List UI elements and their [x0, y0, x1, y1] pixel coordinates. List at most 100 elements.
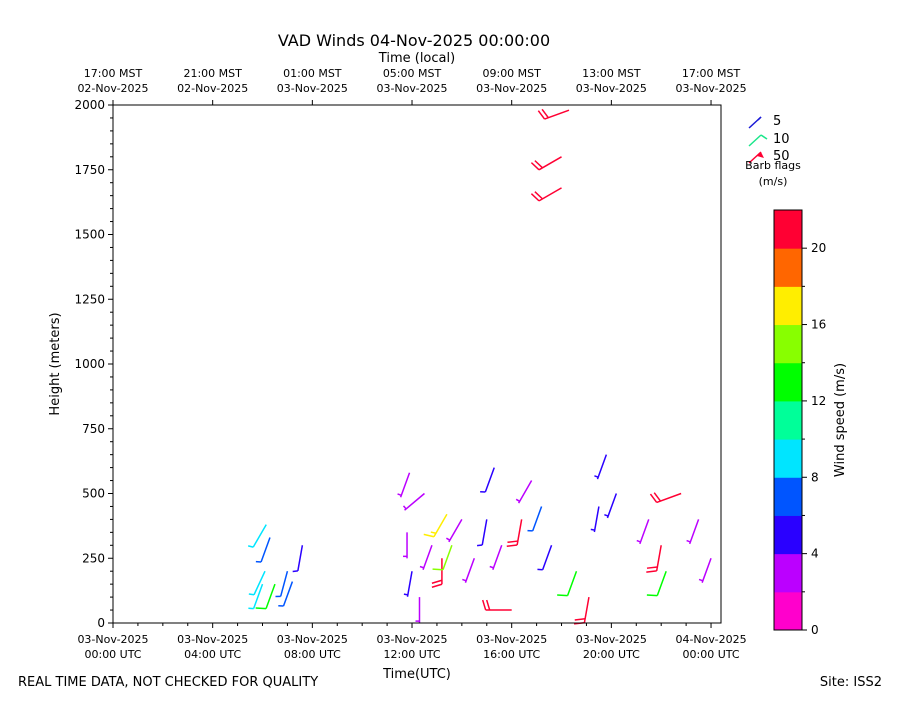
barb-staff [261, 538, 270, 562]
x-tick-label-date: 04-Nov-2025 [675, 633, 746, 646]
y-tick-label: 500 [82, 487, 105, 501]
footer-site: Site: ISS2 [820, 675, 882, 690]
wind-barb [415, 597, 419, 623]
x-tick-label-date: 03-Nov-2025 [77, 633, 148, 646]
legend-entry-label: 5 [773, 114, 781, 129]
barb-half [462, 579, 466, 580]
barb-staff [568, 571, 577, 595]
barb-half [477, 545, 482, 546]
x-tick-label-date: 03-Nov-2025 [576, 633, 647, 646]
legend-title-line1: Barb flags [745, 159, 801, 172]
wind-barb [462, 558, 474, 582]
barb-half [446, 538, 449, 540]
y-tick-label: 0 [97, 616, 105, 630]
barb-staff [423, 545, 432, 569]
barb-half [404, 594, 408, 595]
x-tick-label-date: 03-Nov-2025 [177, 633, 248, 646]
colorbar-tick-label: 12 [811, 394, 826, 408]
barb-half [490, 566, 494, 567]
wind-barb [404, 494, 425, 511]
x-tick-label-time: 20:00 UTC [583, 648, 640, 661]
chart-title: VAD Winds 04-Nov-2025 00:00:00 [278, 31, 550, 50]
x-tick-label-time: 16:00 UTC [483, 648, 540, 661]
colorbar-tick-label: 16 [811, 318, 826, 332]
barb-full [575, 619, 585, 620]
barb-staff [253, 525, 266, 548]
colorbar-segment [774, 363, 802, 402]
top-tick-label-time: 01:00 MST [283, 67, 342, 80]
wind-barb [480, 468, 494, 492]
wind-barb [647, 571, 666, 595]
legend-barb-full [761, 135, 767, 139]
barb-staff [493, 545, 502, 569]
top-tick-label-date: 03-Nov-2025 [376, 82, 447, 95]
colorbar-tick-label: 4 [811, 547, 819, 561]
barb-full [647, 595, 657, 596]
y-tick-label: 2000 [74, 98, 105, 112]
wind-barb [275, 571, 287, 596]
top-tick-label-date: 03-Nov-2025 [476, 82, 547, 95]
legend-title-line2: (m/s) [759, 175, 788, 188]
wind-barb [483, 600, 512, 610]
wind-barb [531, 188, 561, 201]
barb-half [248, 546, 253, 547]
barb-staff [640, 519, 649, 543]
top-tick-label-time: 09:00 MST [482, 67, 541, 80]
wind-barb [594, 455, 606, 479]
barb-staff [519, 481, 532, 504]
barb-staff [607, 494, 616, 518]
x-axis-ticks: 03-Nov-2025 00:00 UTC 03-Nov-2025 04:00 UTC… [77, 623, 746, 661]
barb-half [431, 532, 436, 533]
x-tick-label-date: 03-Nov-2025 [376, 633, 447, 646]
wind-barb [248, 584, 262, 608]
legend-barb-flag [757, 152, 764, 158]
legend-entry-label: 10 [773, 132, 790, 147]
barb-staff [298, 545, 303, 571]
x-tick-label-time: 04:00 UTC [184, 648, 241, 661]
wind-barb [527, 506, 541, 530]
wind-barb [531, 157, 561, 170]
x-tick-label-time: 12:00 UTC [384, 648, 441, 661]
y-axis-label: Height (meters) [48, 312, 63, 415]
barb-staff [594, 506, 599, 532]
footer-quality-note: REAL TIME DATA, NOT CHECKED FOR QUALITY [18, 675, 318, 690]
wind-barb [537, 545, 551, 569]
barb-staff [281, 571, 288, 596]
wind-barb [432, 558, 442, 587]
barb-half [420, 566, 424, 567]
top-tick-label-date: 03-Nov-2025 [277, 82, 348, 95]
wind-barb [249, 571, 265, 595]
wind-barb [637, 519, 649, 543]
wind-barb [604, 494, 616, 518]
y-tick-label: 750 [82, 422, 105, 436]
barb-half [604, 515, 608, 516]
colorbar-segment [774, 592, 802, 631]
wind-barb [490, 545, 502, 569]
top-tick-label-date: 03-Nov-2025 [675, 82, 746, 95]
legend-entry: 5 [749, 114, 781, 129]
barb-full [433, 569, 443, 570]
wind-barb [398, 473, 410, 497]
top-tick-label-date: 02-Nov-2025 [177, 82, 248, 95]
y-tick-label: 1250 [74, 292, 105, 306]
x-tick-label-time: 00:00 UTC [683, 648, 740, 661]
barb-full [647, 567, 657, 568]
barb-half [687, 541, 691, 542]
barb-staff [485, 468, 494, 492]
barb-staff [597, 455, 606, 479]
colorbar-tick-label: 20 [811, 241, 826, 255]
barb-half [404, 506, 407, 509]
top-tick-label-date: 03-Nov-2025 [576, 82, 647, 95]
y-tick-label: 1500 [74, 228, 105, 242]
legend-barb-half [758, 117, 761, 120]
colorbar-tick-label: 8 [811, 470, 819, 484]
barb-staff [401, 473, 410, 497]
colorbar-segment [774, 286, 802, 325]
x-axis-label: Time(UTC) [382, 667, 451, 682]
wind-barb [424, 514, 447, 537]
barb-half [249, 594, 254, 595]
barb-half [293, 571, 298, 572]
x-tick-label-date: 03-Nov-2025 [277, 633, 348, 646]
wind-barb [446, 519, 461, 542]
